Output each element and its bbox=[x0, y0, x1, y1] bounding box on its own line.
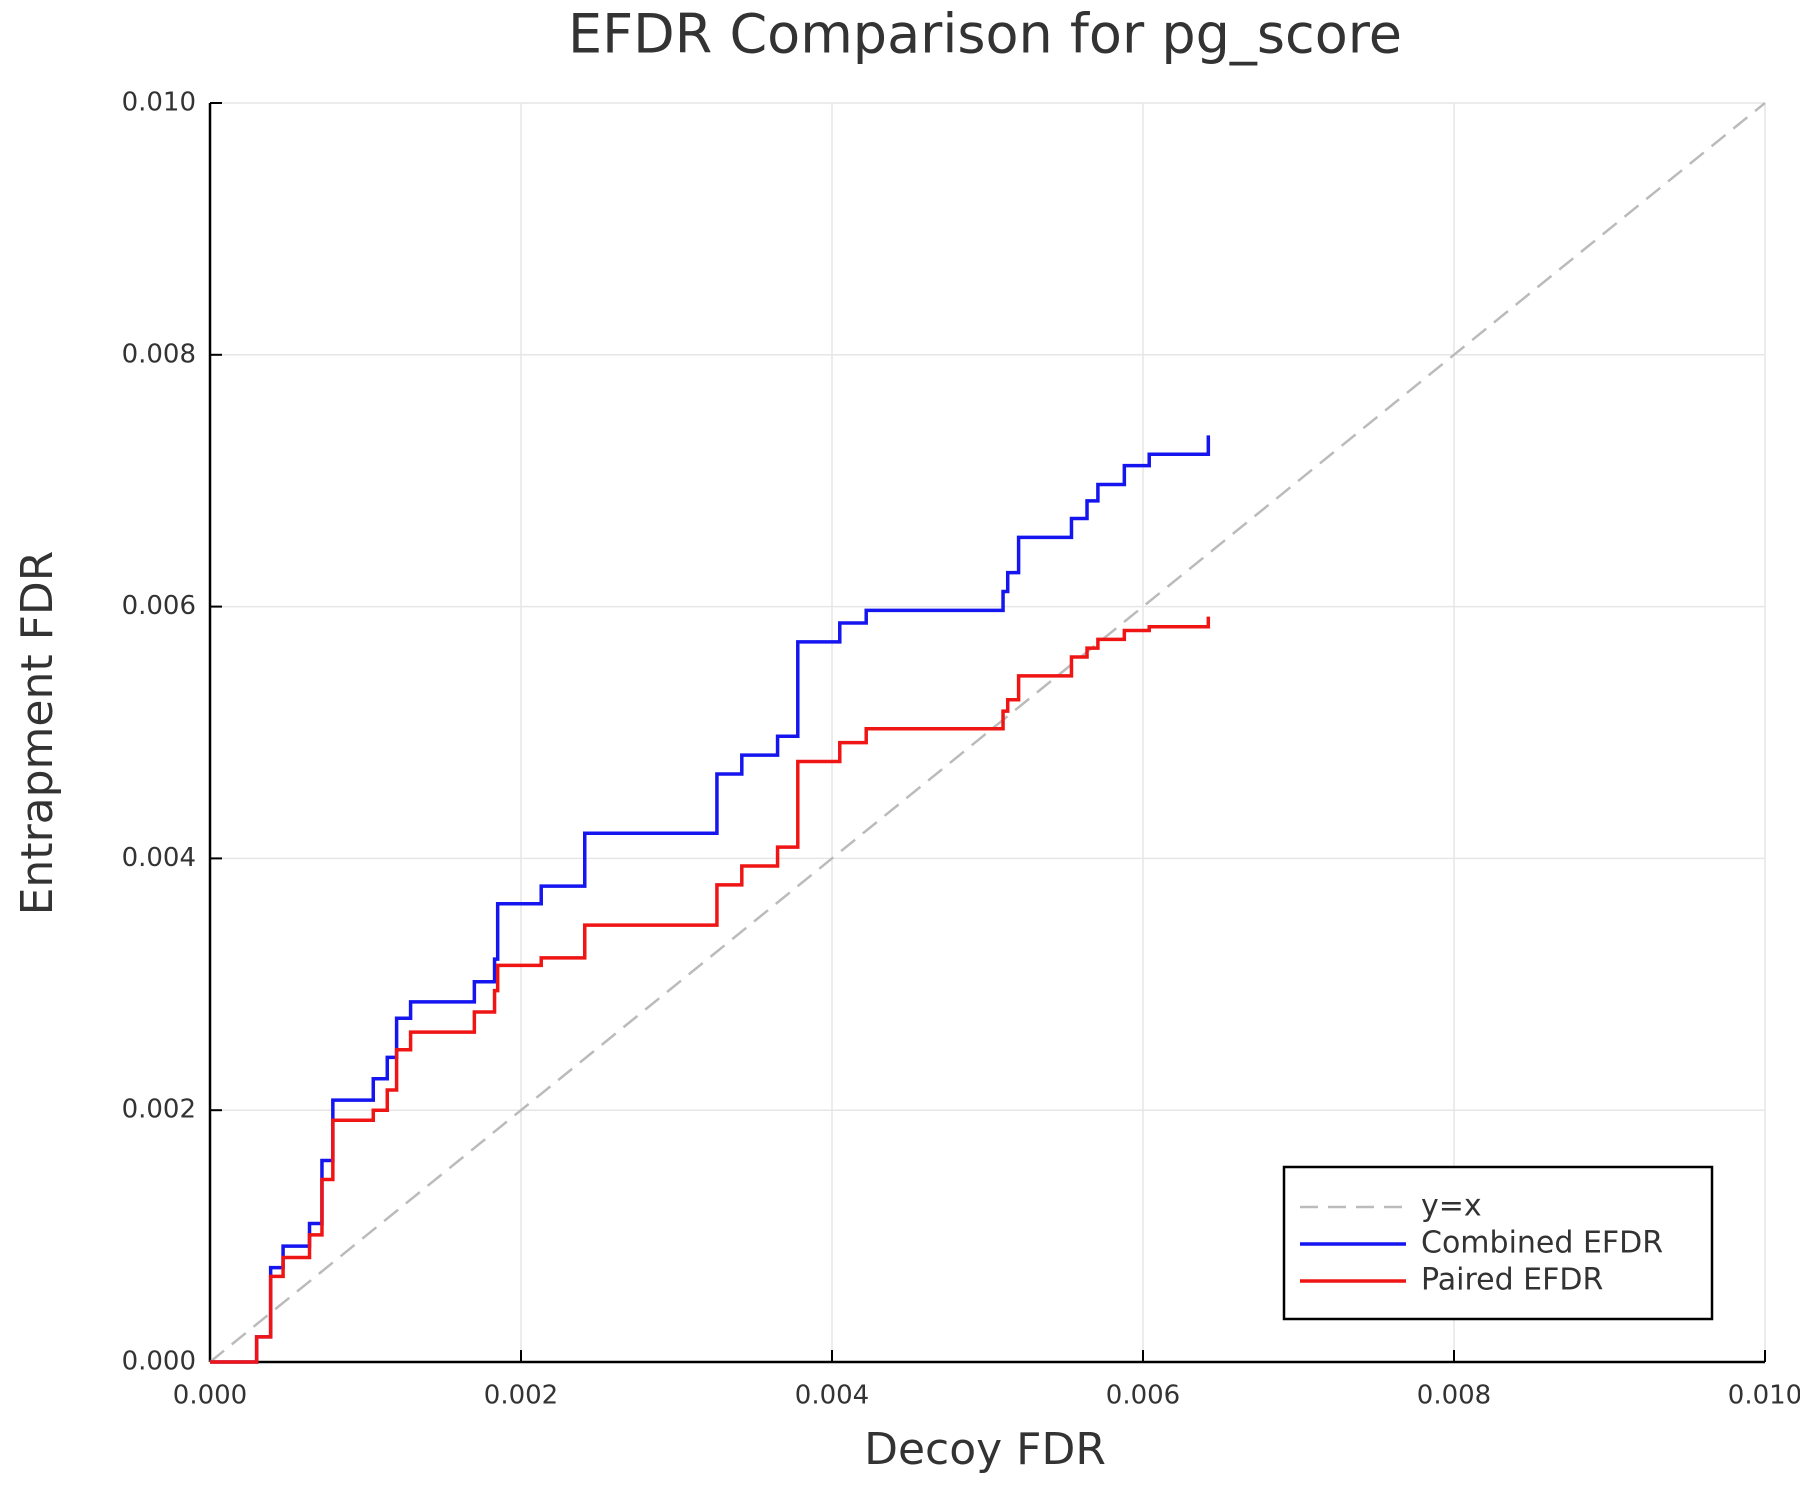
x-tick-label: 0.010 bbox=[1728, 1381, 1800, 1411]
x-tick-label: 0.008 bbox=[1417, 1381, 1491, 1411]
legend-label: Paired EFDR bbox=[1421, 1263, 1603, 1298]
legend-label: Combined EFDR bbox=[1421, 1226, 1663, 1261]
series-line bbox=[210, 435, 1211, 1364]
x-tick-label: 0.000 bbox=[173, 1381, 247, 1411]
y-tick-label: 0.004 bbox=[122, 843, 196, 873]
chart-title: EFDR Comparison for pg_score bbox=[568, 3, 1402, 66]
legend-label: y=x bbox=[1421, 1189, 1482, 1224]
x-axis-label: Decoy FDR bbox=[864, 1424, 1106, 1475]
y-tick-label: 0.008 bbox=[122, 339, 196, 369]
series-line bbox=[210, 616, 1211, 1364]
y-tick-label: 0.010 bbox=[122, 88, 196, 118]
series-line bbox=[209, 102, 1766, 1363]
y-axis-label: Entrapment FDR bbox=[12, 551, 63, 916]
y-tick-label: 0.006 bbox=[122, 591, 196, 621]
x-tick-label: 0.004 bbox=[795, 1381, 869, 1411]
x-tick-label: 0.006 bbox=[1106, 1381, 1180, 1411]
y-tick-label: 0.002 bbox=[122, 1095, 196, 1125]
x-tick-label: 0.002 bbox=[484, 1381, 558, 1411]
y-tick-label: 0.000 bbox=[122, 1347, 196, 1377]
